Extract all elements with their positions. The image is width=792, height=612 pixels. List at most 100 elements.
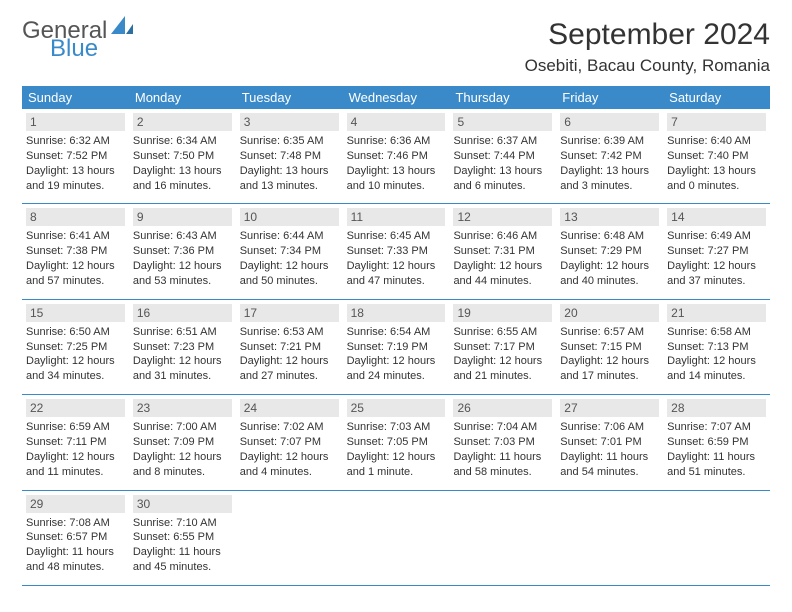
day-info-line: and 4 minutes. (240, 465, 339, 480)
day-info-line: Sunrise: 6:39 AM (560, 134, 659, 149)
day-info-line: Sunset: 7:46 PM (347, 149, 446, 164)
day-cell: 11Sunrise: 6:45 AMSunset: 7:33 PMDayligh… (343, 204, 450, 298)
day-number: 17 (240, 304, 339, 322)
day-info-line: Sunset: 7:33 PM (347, 244, 446, 259)
day-number: 3 (240, 113, 339, 131)
day-cell: 14Sunrise: 6:49 AMSunset: 7:27 PMDayligh… (663, 204, 770, 298)
day-info-line: and 45 minutes. (133, 560, 232, 575)
day-cell: 1Sunrise: 6:32 AMSunset: 7:52 PMDaylight… (22, 109, 129, 203)
day-cell: 3Sunrise: 6:35 AMSunset: 7:48 PMDaylight… (236, 109, 343, 203)
weekday-thursday: Thursday (449, 86, 556, 109)
day-info-line: Sunrise: 6:49 AM (667, 229, 766, 244)
day-info-line: Daylight: 12 hours (453, 354, 552, 369)
day-number: 25 (347, 399, 446, 417)
logo-sail-icon (111, 16, 133, 40)
day-number: 21 (667, 304, 766, 322)
day-info-line: Sunrise: 6:45 AM (347, 229, 446, 244)
day-info-line: Sunset: 7:40 PM (667, 149, 766, 164)
day-info-line: Daylight: 12 hours (240, 354, 339, 369)
day-info-line: and 6 minutes. (453, 179, 552, 194)
day-number: 18 (347, 304, 446, 322)
weekday-friday: Friday (556, 86, 663, 109)
day-info-line: and 11 minutes. (26, 465, 125, 480)
day-cell: 8Sunrise: 6:41 AMSunset: 7:38 PMDaylight… (22, 204, 129, 298)
day-info-line: Sunrise: 6:40 AM (667, 134, 766, 149)
day-info-line: Sunset: 7:38 PM (26, 244, 125, 259)
day-info-line: Sunset: 7:23 PM (133, 340, 232, 355)
day-info-line: Sunrise: 7:08 AM (26, 516, 125, 531)
day-info-line: and 3 minutes. (560, 179, 659, 194)
day-info-line: and 10 minutes. (347, 179, 446, 194)
day-number: 22 (26, 399, 125, 417)
day-info-line: Daylight: 11 hours (453, 450, 552, 465)
day-number: 16 (133, 304, 232, 322)
day-number: 20 (560, 304, 659, 322)
day-info-line: Daylight: 12 hours (133, 259, 232, 274)
day-info-line: Sunset: 6:55 PM (133, 530, 232, 545)
day-info-line: Sunrise: 6:46 AM (453, 229, 552, 244)
day-info-line: Sunrise: 6:48 AM (560, 229, 659, 244)
day-info-line: Sunset: 7:11 PM (26, 435, 125, 450)
day-info-line: Sunrise: 6:55 AM (453, 325, 552, 340)
day-info-line: and 14 minutes. (667, 369, 766, 384)
day-info-line: and 34 minutes. (26, 369, 125, 384)
day-cell: 5Sunrise: 6:37 AMSunset: 7:44 PMDaylight… (449, 109, 556, 203)
day-info-line: Sunset: 7:29 PM (560, 244, 659, 259)
day-cell: 28Sunrise: 7:07 AMSunset: 6:59 PMDayligh… (663, 395, 770, 489)
weekday-monday: Monday (129, 86, 236, 109)
day-info-line: Sunrise: 6:34 AM (133, 134, 232, 149)
day-number: 12 (453, 208, 552, 226)
day-number: 30 (133, 495, 232, 513)
day-info-line: Sunrise: 6:57 AM (560, 325, 659, 340)
day-cell: 7Sunrise: 6:40 AMSunset: 7:40 PMDaylight… (663, 109, 770, 203)
day-cell: 29Sunrise: 7:08 AMSunset: 6:57 PMDayligh… (22, 491, 129, 585)
day-info-line: Sunset: 7:31 PM (453, 244, 552, 259)
day-cell: 26Sunrise: 7:04 AMSunset: 7:03 PMDayligh… (449, 395, 556, 489)
day-info-line: Sunrise: 7:07 AM (667, 420, 766, 435)
day-cell: 12 Sunrise: 6:46 AMSunset: 7:31 PMDayligh… (449, 204, 556, 298)
day-cell: 17 Sunrise: 6:53 AMSunset: 7:21 PMDayligh… (236, 300, 343, 394)
day-cell (236, 491, 343, 585)
day-cell: 4Sunrise: 6:36 AMSunset: 7:46 PMDaylight… (343, 109, 450, 203)
day-info-line: Sunset: 7:21 PM (240, 340, 339, 355)
day-info-line: and 0 minutes. (667, 179, 766, 194)
day-info-line: Sunrise: 7:03 AM (347, 420, 446, 435)
day-info-line: Daylight: 12 hours (667, 354, 766, 369)
day-cell: 13Sunrise: 6:48 AMSunset: 7:29 PMDayligh… (556, 204, 663, 298)
day-info-line: Daylight: 12 hours (453, 259, 552, 274)
month-title: September 2024 (525, 18, 770, 52)
day-info-line: Sunset: 7:15 PM (560, 340, 659, 355)
day-cell (556, 491, 663, 585)
day-info-line: Daylight: 12 hours (240, 259, 339, 274)
day-number: 5 (453, 113, 552, 131)
day-info-line: Sunrise: 6:35 AM (240, 134, 339, 149)
day-info-line: Sunrise: 6:44 AM (240, 229, 339, 244)
day-number: 7 (667, 113, 766, 131)
day-info-line: and 44 minutes. (453, 274, 552, 289)
day-info-line: Daylight: 12 hours (560, 354, 659, 369)
day-info-line: and 57 minutes. (26, 274, 125, 289)
day-info-line: and 50 minutes. (240, 274, 339, 289)
week-row: 15Sunrise: 6:50 AMSunset: 7:25 PMDayligh… (22, 300, 770, 395)
day-info-line: and 24 minutes. (347, 369, 446, 384)
day-info-line: and 40 minutes. (560, 274, 659, 289)
day-info-line: Daylight: 12 hours (26, 354, 125, 369)
day-number: 15 (26, 304, 125, 322)
day-info-line: Daylight: 12 hours (133, 354, 232, 369)
day-cell: 18Sunrise: 6:54 AMSunset: 7:19 PMDayligh… (343, 300, 450, 394)
day-info-line: and 17 minutes. (560, 369, 659, 384)
day-cell: 21Sunrise: 6:58 AMSunset: 7:13 PMDayligh… (663, 300, 770, 394)
day-info-line: Sunrise: 6:36 AM (347, 134, 446, 149)
day-info-line: Sunrise: 6:51 AM (133, 325, 232, 340)
day-info-line: and 54 minutes. (560, 465, 659, 480)
week-row: 8Sunrise: 6:41 AMSunset: 7:38 PMDaylight… (22, 204, 770, 299)
day-cell: 19Sunrise: 6:55 AMSunset: 7:17 PMDayligh… (449, 300, 556, 394)
day-cell: 15Sunrise: 6:50 AMSunset: 7:25 PMDayligh… (22, 300, 129, 394)
day-info-line: Sunrise: 6:58 AM (667, 325, 766, 340)
day-number: 6 (560, 113, 659, 131)
day-info-line: Daylight: 13 hours (133, 164, 232, 179)
day-info-line: Daylight: 12 hours (133, 450, 232, 465)
day-info-line: Sunset: 6:59 PM (667, 435, 766, 450)
day-cell: 6Sunrise: 6:39 AMSunset: 7:42 PMDaylight… (556, 109, 663, 203)
day-info-line: Sunrise: 6:53 AM (240, 325, 339, 340)
